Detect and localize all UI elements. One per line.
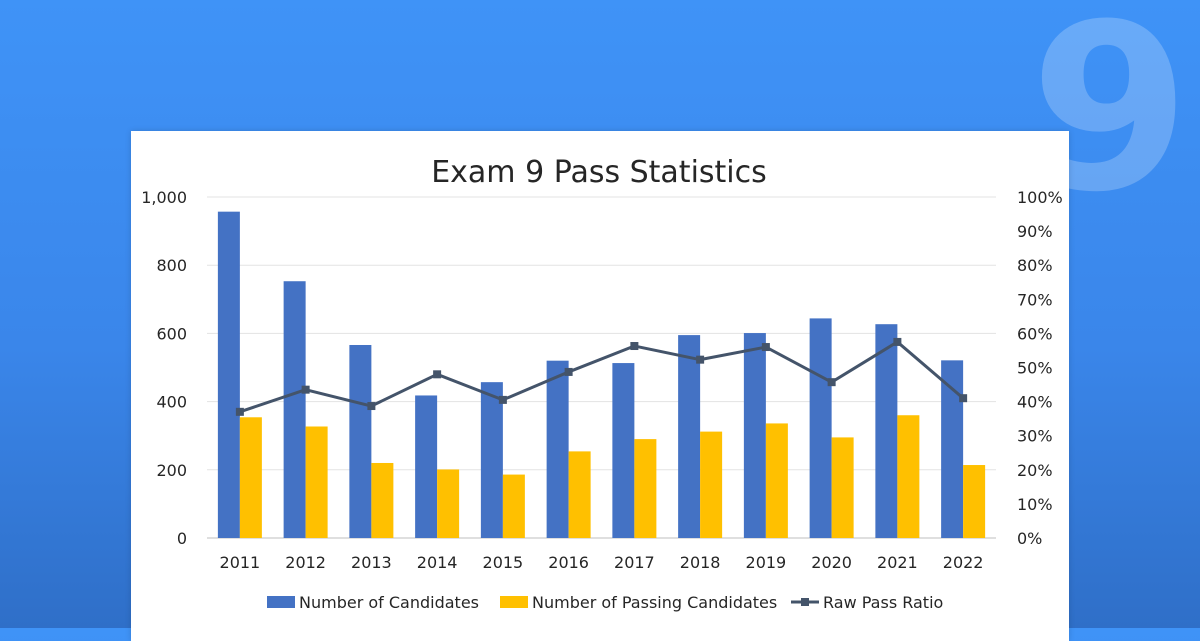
left-tick-label: 0 xyxy=(177,529,187,548)
left-y-axis: 0 200 400 600 800 1,000 xyxy=(141,188,187,548)
candidates-bar xyxy=(283,281,306,538)
x-tick-label: 2021 xyxy=(877,553,918,572)
legend-swatch xyxy=(267,596,295,608)
candidates-bar xyxy=(809,318,832,538)
pass-ratio-marker xyxy=(564,367,573,376)
right-tick-label: 40% xyxy=(1017,393,1053,412)
right-tick-label: 100% xyxy=(1017,188,1063,207)
pass-ratio-marker xyxy=(235,407,244,416)
candidates-bar xyxy=(480,382,503,538)
legend-label: Number of Candidates xyxy=(299,593,479,612)
passing-candidates-bar xyxy=(831,437,854,538)
passing-candidates-bar xyxy=(765,423,788,538)
right-tick-label: 60% xyxy=(1017,324,1053,343)
candidates-bar xyxy=(678,335,701,538)
legend-label: Raw Pass Ratio xyxy=(823,593,943,612)
passing-candidates-bar xyxy=(634,439,657,538)
pass-ratio-line xyxy=(235,337,968,416)
x-tick-label: 2012 xyxy=(285,553,326,572)
left-tick-label: 800 xyxy=(156,256,187,275)
right-tick-label: 20% xyxy=(1017,461,1053,480)
passing-candidates-bar xyxy=(897,415,920,538)
pass-ratio-polyline xyxy=(239,340,965,414)
left-tick-label: 400 xyxy=(156,393,187,412)
passing-candidates-bar xyxy=(437,469,460,538)
x-tick-label: 2011 xyxy=(220,553,261,572)
legend-label: Number of Passing Candidates xyxy=(532,593,777,612)
pass-ratio-marker xyxy=(630,342,639,351)
right-tick-label: 90% xyxy=(1017,222,1053,241)
x-tick-label: 2020 xyxy=(811,553,852,572)
x-tick-label: 2018 xyxy=(680,553,721,572)
chart-title: Exam 9 Pass Statistics xyxy=(431,155,767,190)
right-tick-label: 50% xyxy=(1017,359,1053,378)
pass-ratio-marker xyxy=(696,355,705,364)
passing-candidates-bar xyxy=(371,462,394,538)
pass-ratio-marker xyxy=(498,395,507,404)
right-tick-label: 70% xyxy=(1017,290,1053,309)
left-tick-label: 200 xyxy=(156,461,187,480)
x-tick-label: 2022 xyxy=(943,553,984,572)
right-tick-label: 0% xyxy=(1017,529,1042,548)
pass-ratio-marker xyxy=(827,378,836,387)
x-tick-label: 2016 xyxy=(548,553,589,572)
chart-card: Exam 9 Pass Statistics 0 200 400 600 800 1,00… xyxy=(131,131,1069,641)
x-axis: 2011 2012 2013 2014 2015 2016 2017 2018 2019 2020… xyxy=(220,553,984,572)
exam-pass-statistics-chart: Exam 9 Pass Statistics 0 200 400 600 800 1,00… xyxy=(141,155,1063,612)
x-tick-label: 2019 xyxy=(746,553,787,572)
x-tick-label: 2014 xyxy=(417,553,458,572)
x-tick-label: 2013 xyxy=(351,553,392,572)
x-tick-label: 2015 xyxy=(483,553,524,572)
pass-ratio-marker xyxy=(433,370,442,379)
candidates-bar xyxy=(941,360,964,538)
legend-marker-swatch xyxy=(801,598,809,606)
candidates-bar xyxy=(217,211,240,538)
right-tick-label: 10% xyxy=(1017,495,1053,514)
x-tick-label: 2017 xyxy=(614,553,655,572)
candidates-bar xyxy=(875,324,898,538)
legend: Number of Candidates Number of Passing Ca… xyxy=(267,593,943,612)
passing-candidates-bar xyxy=(305,426,328,538)
pass-ratio-marker xyxy=(367,402,376,411)
passing-candidates-bar xyxy=(568,451,591,538)
passing-candidates-bar xyxy=(963,465,986,538)
pass-ratio-marker xyxy=(761,343,770,352)
bars xyxy=(217,211,986,538)
passing-candidates-bar xyxy=(700,431,723,538)
pass-ratio-marker xyxy=(959,394,968,403)
right-tick-label: 30% xyxy=(1017,427,1053,446)
passing-candidates-bar xyxy=(502,474,525,538)
left-tick-label: 600 xyxy=(156,324,187,343)
right-tick-label: 80% xyxy=(1017,256,1053,275)
candidates-bar xyxy=(743,333,766,538)
candidates-bar xyxy=(612,363,635,538)
candidates-bar xyxy=(415,395,438,538)
right-y-axis: 0% 10% 20% 30% 40% 50% 60% 70% 80% 90% 100% xyxy=(1017,188,1063,548)
legend-swatch xyxy=(500,596,528,608)
candidates-bar xyxy=(349,344,372,538)
pass-ratio-marker xyxy=(893,337,902,346)
pass-ratio-marker xyxy=(301,385,310,394)
left-tick-label: 1,000 xyxy=(141,188,187,207)
gridlines xyxy=(207,196,996,539)
passing-candidates-bar xyxy=(239,417,262,538)
candidates-bar xyxy=(546,360,569,538)
